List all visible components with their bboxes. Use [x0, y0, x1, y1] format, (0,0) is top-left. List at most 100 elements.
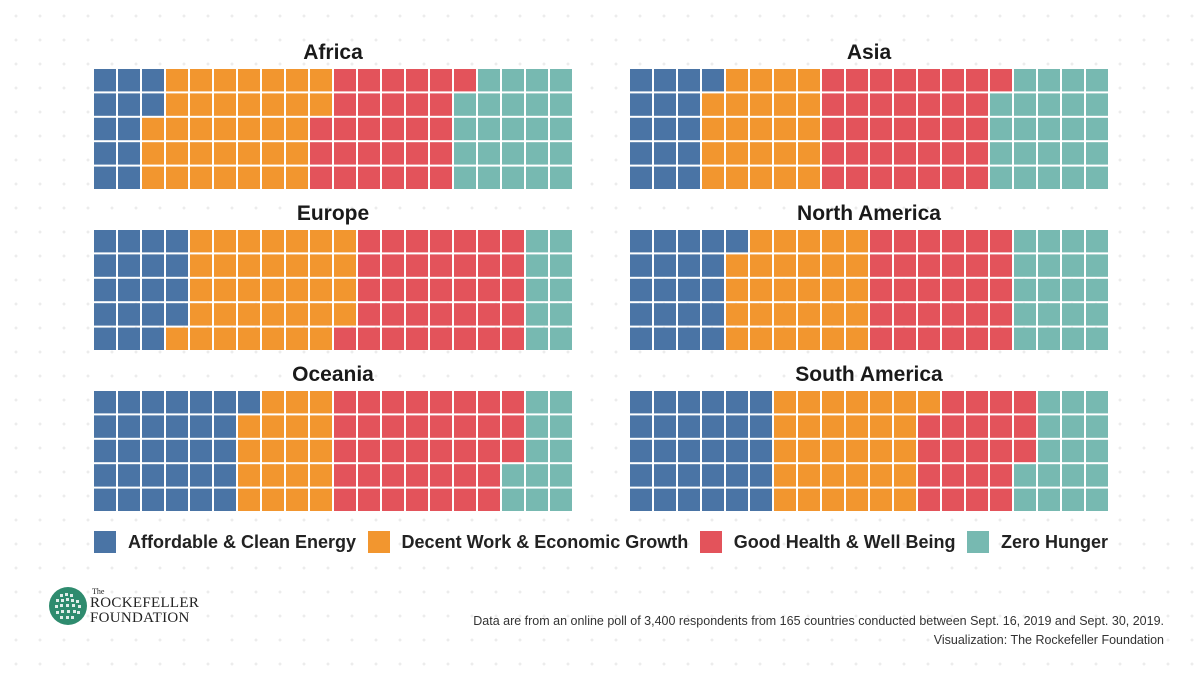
waffle-cell-health [894, 254, 916, 277]
waffle-cell-health [358, 117, 380, 141]
waffle-cell-energy [142, 278, 164, 302]
waffle-cell-work [750, 230, 772, 253]
waffle-cell-energy [654, 415, 676, 438]
waffle-cell-energy [654, 488, 676, 511]
waffle-cell-work [190, 254, 212, 277]
waffle-cell-health [966, 230, 988, 253]
waffle-cell-health [406, 230, 428, 253]
waffle-cell-energy [630, 464, 652, 487]
waffle-cell-health [822, 142, 844, 165]
waffle-cell-hunger [1062, 93, 1084, 116]
waffle-cell-energy [190, 464, 212, 487]
waffle-cell-health [382, 415, 404, 438]
waffle-cell-work [286, 303, 308, 326]
waffle-cell-energy [166, 488, 188, 511]
waffle-cell-energy [654, 93, 676, 116]
waffle-cell-health [502, 439, 524, 463]
waffle-cell-health [454, 391, 476, 414]
waffle-cell-hunger [990, 117, 1012, 141]
waffle-cell-health [1014, 439, 1036, 463]
waffle-cell-work [702, 166, 724, 189]
waffle-cell-hunger [550, 303, 572, 326]
waffle-cell-work [774, 142, 796, 165]
waffle-cell-energy [118, 278, 140, 302]
waffle-cell-hunger [1038, 488, 1060, 511]
waffle-cell-hunger [1014, 303, 1036, 326]
waffle-cell-health [334, 464, 356, 487]
waffle-cell-hunger [1086, 117, 1108, 141]
waffle-grid [94, 69, 572, 189]
waffle-cell-hunger [526, 117, 548, 141]
waffle-cell-energy [166, 391, 188, 414]
waffle-cell-hunger [550, 439, 572, 463]
waffle-cell-energy [214, 488, 236, 511]
waffle-cell-energy [94, 142, 116, 165]
waffle-grid [630, 69, 1108, 189]
panel-title: North America [797, 202, 941, 225]
waffle-cell-work [750, 254, 772, 277]
waffle-cell-work [310, 327, 332, 350]
waffle-cell-energy [630, 278, 652, 302]
waffle-cell-health [358, 254, 380, 277]
waffle-cell-energy [118, 327, 140, 350]
waffle-cell-work [894, 391, 916, 414]
waffle-cell-hunger [1086, 230, 1108, 253]
waffle-cell-health [918, 278, 940, 302]
waffle-cell-energy [190, 488, 212, 511]
waffle-cell-energy [94, 117, 116, 141]
waffle-cell-energy [654, 166, 676, 189]
waffle-cell-work [870, 439, 892, 463]
waffle-cell-hunger [1038, 439, 1060, 463]
waffle-cell-health [310, 166, 332, 189]
waffle-cell-energy [702, 439, 724, 463]
waffle-cell-health [382, 439, 404, 463]
waffle-cell-hunger [1062, 117, 1084, 141]
waffle-cell-hunger [526, 327, 548, 350]
waffle-cell-work [238, 488, 260, 511]
waffle-cell-health [918, 327, 940, 350]
waffle-cell-work [894, 415, 916, 438]
waffle-cell-health [358, 142, 380, 165]
waffle-cell-energy [678, 488, 700, 511]
waffle-cell-hunger [1086, 254, 1108, 277]
waffle-cell-work [846, 439, 868, 463]
waffle-cell-hunger [550, 117, 572, 141]
waffle-cell-hunger [1038, 166, 1060, 189]
waffle-cell-hunger [550, 464, 572, 487]
waffle-cell-energy [630, 439, 652, 463]
waffle-cell-health [942, 69, 964, 92]
waffle-cell-health [990, 303, 1012, 326]
waffle-cell-health [918, 303, 940, 326]
waffle-cell-work [262, 117, 284, 141]
waffle-cell-work [846, 488, 868, 511]
waffle-cell-health [990, 278, 1012, 302]
waffle-cell-hunger [1038, 142, 1060, 165]
waffle-cell-health [334, 327, 356, 350]
waffle-cell-hunger [550, 415, 572, 438]
waffle-cell-energy [94, 464, 116, 487]
waffle-cell-health [966, 69, 988, 92]
waffle-cell-health [382, 166, 404, 189]
waffle-cell-energy [654, 303, 676, 326]
waffle-cell-work [726, 278, 748, 302]
waffle-cell-work [750, 69, 772, 92]
waffle-cell-work [286, 415, 308, 438]
waffle-cell-work [310, 464, 332, 487]
waffle-cell-energy [654, 254, 676, 277]
legend-swatch [699, 531, 722, 553]
waffle-cell-hunger [1038, 254, 1060, 277]
waffle-cell-energy [678, 93, 700, 116]
waffle-cell-hunger [478, 117, 500, 141]
waffle-cell-energy [654, 230, 676, 253]
waffle-cell-health [990, 69, 1012, 92]
waffle-cell-energy [630, 327, 652, 350]
waffle-cell-work [870, 415, 892, 438]
waffle-cell-health [358, 278, 380, 302]
waffle-cell-hunger [1062, 254, 1084, 277]
waffle-cell-health [382, 117, 404, 141]
waffle-cell-health [990, 488, 1012, 511]
waffle-cell-health [942, 117, 964, 141]
waffle-cell-health [334, 488, 356, 511]
waffle-cell-energy [750, 391, 772, 414]
waffle-cell-health [478, 254, 500, 277]
